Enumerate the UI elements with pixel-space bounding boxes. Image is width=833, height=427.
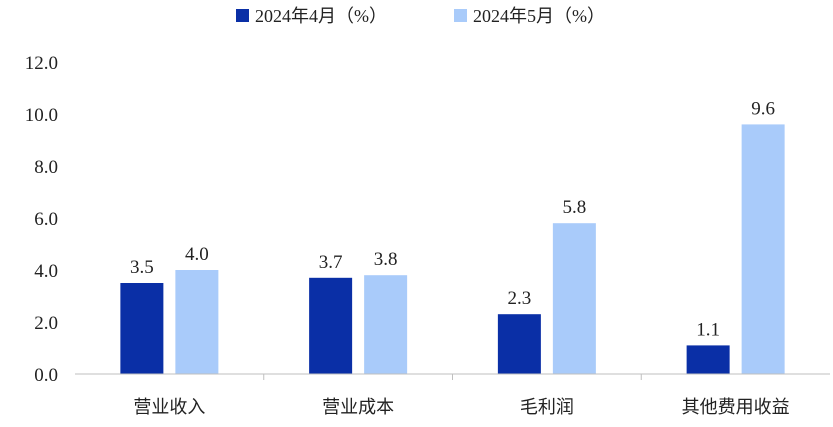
y-tick-label: 4.0 [34,261,58,282]
category-label: 营业成本 [322,397,394,418]
category-label: 毛利润 [520,397,574,418]
data-label: 9.6 [751,98,775,119]
y-tick-label: 10.0 [25,105,58,126]
legend-swatch-april [236,9,249,22]
y-tick-label: 2.0 [34,313,58,334]
y-axis: 0.0 2.0 4.0 6.0 8.0 10.0 12.0 [25,53,58,386]
data-label: 4.0 [185,244,209,265]
data-label: 3.7 [319,252,343,273]
data-label: 2.3 [508,288,532,309]
data-label: 3.8 [374,249,398,270]
data-label: 1.1 [696,319,720,340]
chart-legend: 2024年4月（%） 2024年5月（%） [236,6,605,26]
bar-series2-2 [364,275,408,374]
legend-swatch-may [454,9,467,22]
data-label: 3.5 [130,257,154,278]
bar-series1-1 [120,283,164,374]
y-tick-label: 0.0 [34,365,58,386]
category-label: 其他费用收益 [682,397,790,418]
bar-series2-1 [175,270,219,374]
data-label: 5.8 [563,197,587,218]
legend-label-april: 2024年4月（%） [255,6,387,26]
bar-series2-4 [741,124,785,375]
bar-series1-4 [686,345,730,374]
category-label: 营业收入 [133,397,205,418]
legend-label-may: 2024年5月（%） [473,6,605,26]
y-tick-label: 12.0 [25,53,58,74]
bars [120,124,785,375]
data-labels: 3.5 4.0 3.7 3.8 2.3 5.8 1.1 9.6 [130,98,775,340]
y-tick-label: 8.0 [34,157,58,178]
bar-series1-2 [309,277,353,374]
y-tick-label: 6.0 [34,209,58,230]
bar-series2-3 [552,223,596,374]
bar-series1-3 [497,314,541,374]
x-axis: 营业收入 营业成本 毛利润 其他费用收益 [133,374,790,418]
